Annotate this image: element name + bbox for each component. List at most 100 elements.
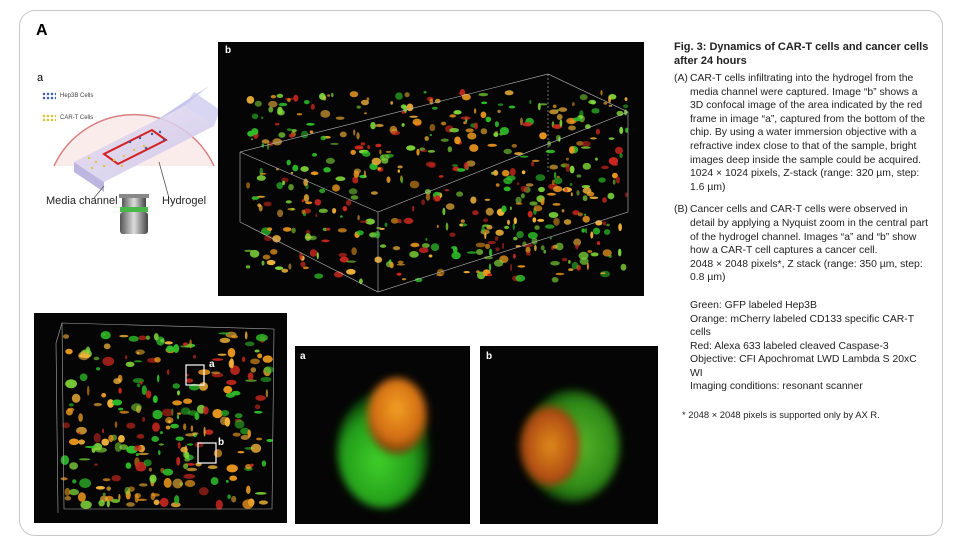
cell-speckle <box>470 196 477 204</box>
cell-speckle <box>573 238 582 246</box>
cell-speckle <box>126 422 136 429</box>
cell-speckle <box>260 116 264 120</box>
cell-speckle <box>281 268 289 273</box>
cell-speckle <box>166 345 175 353</box>
caption-legend-line: Green: GFP labeled Hep3B <box>690 299 817 311</box>
cell-speckle <box>308 235 317 241</box>
cell-speckle <box>198 382 208 391</box>
cell-speckle <box>203 426 206 437</box>
cell-speckle <box>523 243 533 247</box>
cell-speckle <box>595 128 600 135</box>
cell-speckle <box>187 443 194 446</box>
cell-speckle <box>227 494 231 499</box>
cell-speckle <box>139 483 148 487</box>
cell-speckle <box>463 271 470 274</box>
cell-speckle <box>375 123 384 128</box>
cell-speckle <box>219 337 231 343</box>
cell-speckle <box>275 266 284 270</box>
cell-speckle <box>165 425 171 430</box>
cell-speckle <box>565 157 569 161</box>
cell-speckle <box>601 165 609 170</box>
cell-speckle <box>213 449 223 458</box>
cell-speckle <box>397 260 404 264</box>
cell-speckle <box>531 237 538 245</box>
cell-speckle <box>520 117 523 126</box>
cell-speckle <box>414 277 423 283</box>
cell-speckle <box>176 414 180 420</box>
cell-speckle <box>254 349 260 353</box>
schematic-legend: Hep3B Cells CAR-T Cells <box>42 92 122 122</box>
cell-speckle <box>357 215 360 221</box>
caption-legend: Green: GFP labeled Hep3B Orange: mCherry… <box>690 299 932 394</box>
cell-speckle <box>261 139 270 144</box>
cell-speckle <box>410 242 420 248</box>
cell-speckle <box>512 223 515 231</box>
cell-speckle <box>150 492 156 501</box>
cell-speckle <box>261 460 267 467</box>
zoom-image-b <box>480 346 658 524</box>
cell-speckle <box>212 409 223 419</box>
cell-speckle <box>430 243 440 252</box>
cell-speckle <box>525 183 534 187</box>
cell-speckle <box>625 127 628 133</box>
cell-speckle <box>244 341 255 347</box>
cell-speckle <box>212 358 224 361</box>
cell-speckle <box>624 192 628 198</box>
cell-speckle <box>245 379 257 382</box>
cell-speckle <box>180 345 190 348</box>
cell-speckle <box>553 186 563 193</box>
cell-speckle <box>472 210 479 216</box>
cell-speckle <box>175 436 184 441</box>
cell-speckle <box>463 162 469 170</box>
cell-speckle <box>431 106 438 110</box>
cell-speckle <box>274 123 280 126</box>
cell-speckle <box>516 231 524 239</box>
cell-speckle <box>356 105 361 109</box>
cell-speckle <box>134 493 139 503</box>
cell-speckle <box>493 170 499 176</box>
cell-speckle <box>251 113 259 120</box>
cell-speckle <box>143 459 152 467</box>
schematic-sub-letter: a <box>37 72 44 84</box>
cell-speckle <box>272 138 282 146</box>
cell-speckle <box>173 344 180 353</box>
cell-speckle <box>571 261 579 270</box>
cell-speckle <box>436 273 443 277</box>
cell-speckle <box>582 187 592 194</box>
cell-speckle <box>582 215 590 223</box>
cell-speckle <box>487 240 496 245</box>
cell-speckle <box>78 413 83 422</box>
cell-speckle <box>107 399 114 408</box>
confocal-3d-render-a <box>239 73 629 293</box>
hydrogel-label: Hydrogel <box>162 195 207 207</box>
cell-speckle <box>102 428 105 434</box>
cell-speckle <box>451 251 461 260</box>
cell-speckle <box>416 148 420 156</box>
cell-speckle <box>125 462 132 469</box>
caption-item-b-specs: 2048 × 2048 pixels*, Z stack (range: 350… <box>690 258 923 284</box>
cell-speckle <box>135 349 145 355</box>
cell-speckle <box>362 151 371 157</box>
cell-speckle <box>545 224 555 229</box>
cell-speckle <box>396 263 406 266</box>
cell-speckle <box>469 144 479 152</box>
cell-speckle <box>257 353 263 359</box>
cell-speckle <box>493 132 499 137</box>
cell-speckle <box>425 237 428 241</box>
cell-speckle <box>449 128 460 133</box>
cell-speckle <box>159 497 169 507</box>
cell-speckle <box>68 403 74 407</box>
cell-speckle <box>98 499 105 507</box>
cell-speckle <box>261 143 265 148</box>
cell-speckle <box>420 149 428 152</box>
cell-speckle <box>250 358 260 365</box>
cell-speckle <box>442 207 446 216</box>
cell-speckle <box>581 140 591 148</box>
cell-speckle <box>78 439 85 445</box>
cell-speckle <box>198 487 209 496</box>
cell-speckle <box>185 433 196 437</box>
cell-speckle <box>555 272 565 276</box>
cell-speckle <box>250 138 254 141</box>
cell-speckle <box>508 105 516 109</box>
cell-speckle <box>231 335 238 339</box>
